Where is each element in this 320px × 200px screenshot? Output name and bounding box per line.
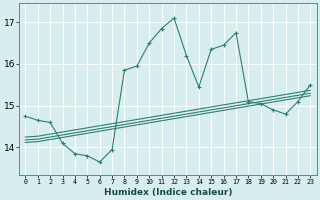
X-axis label: Humidex (Indice chaleur): Humidex (Indice chaleur) — [104, 188, 232, 197]
